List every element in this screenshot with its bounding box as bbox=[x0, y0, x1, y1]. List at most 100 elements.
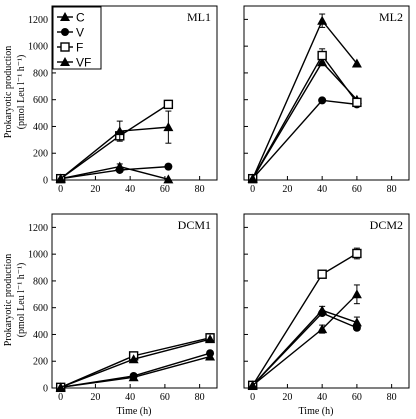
series-line bbox=[252, 252, 358, 386]
legend-marker bbox=[60, 12, 70, 21]
data-point bbox=[247, 173, 258, 183]
legend-marker bbox=[60, 42, 70, 52]
data-point bbox=[163, 122, 174, 132]
y-tick-label: 1000 bbox=[28, 42, 48, 53]
plot-frame bbox=[51, 5, 218, 181]
y-tick-label: 0 bbox=[43, 176, 48, 187]
data-point bbox=[351, 289, 362, 299]
data-point bbox=[55, 173, 66, 183]
data-point bbox=[128, 354, 139, 364]
x-tick-label: 40 bbox=[125, 392, 135, 403]
y-axis-label-bottom-line1: Prokaryotic production bbox=[3, 254, 14, 346]
data-point bbox=[55, 382, 66, 392]
data-point bbox=[129, 371, 138, 380]
x-tick-label: 40 bbox=[317, 392, 327, 403]
x-tick-label: 80 bbox=[387, 184, 397, 195]
data-point bbox=[352, 323, 361, 332]
y-axis-label-bottom-line2: (pmol Leu l⁻¹ h⁻¹) bbox=[16, 263, 27, 338]
y-tick-label: 1000 bbox=[28, 250, 48, 261]
y-tick-label: 800 bbox=[33, 68, 48, 79]
x-tick-label: 0 bbox=[58, 392, 63, 403]
x-tick-label: 20 bbox=[90, 184, 100, 195]
x-tick-label: 20 bbox=[282, 392, 292, 403]
data-point bbox=[352, 97, 362, 108]
y-tick-label: 400 bbox=[33, 122, 48, 133]
data-point bbox=[317, 15, 328, 25]
x-tick-label: 20 bbox=[90, 392, 100, 403]
plot-frame bbox=[51, 213, 218, 389]
legend-label: F bbox=[76, 41, 83, 55]
series-v bbox=[248, 309, 361, 390]
panel-title: DCM2 bbox=[370, 218, 403, 232]
plot-frame bbox=[243, 213, 410, 389]
data-point bbox=[318, 96, 327, 105]
legend-marker bbox=[61, 28, 69, 36]
series-line bbox=[60, 165, 169, 180]
x-tick-label: 0 bbox=[250, 184, 255, 195]
data-point bbox=[317, 50, 327, 61]
y-tick-label: 600 bbox=[33, 303, 48, 314]
panel-title: ML2 bbox=[379, 10, 403, 24]
series-f bbox=[247, 48, 362, 184]
y-tick-label: 600 bbox=[33, 95, 48, 106]
y-tick-label: 400 bbox=[33, 330, 48, 341]
x-tick-label: 0 bbox=[250, 392, 255, 403]
x-tick-label: 60 bbox=[352, 184, 362, 195]
series-line bbox=[252, 293, 358, 386]
legend-label: V bbox=[76, 26, 84, 40]
y-tick-label: 800 bbox=[33, 276, 48, 287]
x-axis-label-left: Time (h) bbox=[117, 406, 152, 417]
data-point bbox=[205, 334, 216, 344]
data-point bbox=[318, 309, 327, 318]
data-point bbox=[317, 269, 327, 279]
series-line bbox=[252, 312, 358, 386]
data-point bbox=[247, 380, 258, 390]
x-tick-label: 80 bbox=[195, 392, 205, 403]
x-tick-label: 60 bbox=[352, 392, 362, 403]
data-point bbox=[163, 174, 174, 184]
series-vf bbox=[55, 334, 216, 392]
series-line bbox=[252, 99, 357, 180]
data-point bbox=[352, 248, 362, 259]
panel-dcm2: 0 20 40 60 80 DCM2 bbox=[243, 213, 410, 403]
legend-marker bbox=[60, 57, 70, 66]
series-vf bbox=[55, 110, 174, 183]
x-tick-label: 20 bbox=[282, 184, 292, 195]
x-tick-label: 40 bbox=[317, 184, 327, 195]
x-tick-label: 0 bbox=[58, 184, 63, 195]
y-axis-label-top-line1: Prokaryotic production bbox=[3, 46, 14, 138]
series-f bbox=[247, 247, 362, 391]
data-point bbox=[114, 126, 125, 136]
series-line bbox=[60, 165, 169, 181]
y-tick-label: 200 bbox=[33, 149, 48, 160]
plot-frame bbox=[243, 5, 410, 181]
y-axis-label-top-line2: (pmol Leu l⁻¹ h⁻¹) bbox=[16, 55, 27, 130]
series-vf bbox=[247, 284, 362, 390]
data-point bbox=[351, 58, 362, 68]
series-line bbox=[252, 19, 358, 179]
series-vf bbox=[247, 13, 362, 183]
data-point bbox=[115, 165, 124, 174]
data-point bbox=[317, 324, 328, 334]
x-tick-label: 80 bbox=[387, 392, 397, 403]
data-point bbox=[163, 99, 174, 110]
series-c bbox=[247, 305, 362, 390]
y-tick-label: 1200 bbox=[28, 223, 48, 234]
x-tick-label: 40 bbox=[125, 184, 135, 195]
x-axis-label-right: Time (h) bbox=[299, 406, 334, 417]
panel-title: DCM1 bbox=[178, 218, 211, 232]
data-point bbox=[351, 317, 362, 327]
series-v bbox=[248, 96, 361, 183]
y-tick-label: 0 bbox=[43, 384, 48, 395]
x-tick-label: 60 bbox=[160, 392, 170, 403]
y-tick-label: 1200 bbox=[28, 15, 48, 26]
panel-title: ML1 bbox=[187, 10, 211, 24]
legend-label: VF bbox=[76, 56, 91, 70]
data-point bbox=[164, 162, 173, 171]
x-tick-label: 60 bbox=[160, 184, 170, 195]
data-point bbox=[206, 349, 215, 358]
panel-ml2: 0 20 40 60 80 ML2 bbox=[243, 5, 410, 195]
